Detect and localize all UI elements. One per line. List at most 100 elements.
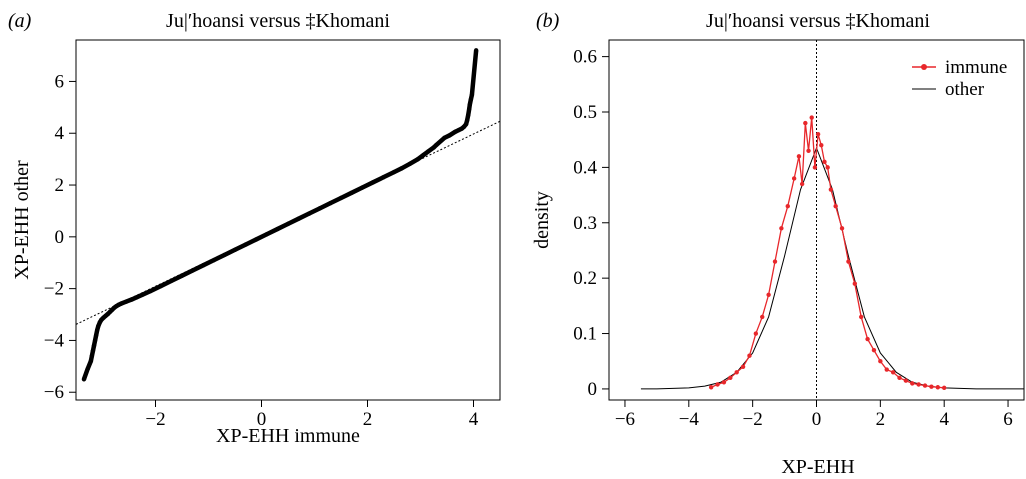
panel-b-point-immune <box>760 314 765 320</box>
panel-a-point <box>190 268 195 273</box>
panel-b-point-immune <box>910 381 915 386</box>
panel-b-point-immune <box>728 375 733 381</box>
panel-a-point <box>124 299 129 304</box>
legend-immune-label: immune <box>945 57 1007 78</box>
panel-a-point <box>89 353 95 359</box>
panel-a-point-band <box>81 50 479 381</box>
panel-b-x-tick-label: −6 <box>615 409 635 430</box>
panel-a-point <box>264 232 269 237</box>
panel-b-y-tick-label: 0.2 <box>573 268 597 289</box>
panel-b-y-tick-label: 0.4 <box>573 157 597 178</box>
panel-b-point-immune <box>819 143 824 148</box>
panel-b-point-immune <box>839 226 845 231</box>
panel-a-title: Ju|′hoansi versus ‡Khomani <box>166 10 390 32</box>
panel-a-ylabel: XP-EHH other <box>11 160 33 280</box>
panel-a-point <box>415 156 421 162</box>
panel-b-point-immune <box>715 382 720 387</box>
panel-a-label: (a) <box>8 10 32 32</box>
panel-b-point-immune <box>753 331 759 336</box>
panel-b-point-immune <box>941 385 947 391</box>
panel-b-point-immune <box>796 154 802 159</box>
panel-a-point <box>469 92 475 98</box>
panel-a-point <box>442 135 447 141</box>
panel-a-point <box>243 242 248 247</box>
panel-a-point <box>275 226 280 232</box>
panel-a-point <box>140 292 145 298</box>
panel-b-x-tick-label: −4 <box>679 409 700 430</box>
panel-a-y-tick-label: 0 <box>55 227 65 248</box>
panel-b-point-immune <box>846 259 851 264</box>
panel-a-point <box>468 97 474 102</box>
panel-b-point-immune <box>806 148 811 153</box>
panel-a-point <box>307 211 312 216</box>
panel-b-xlabel: XP-EHH <box>781 456 854 478</box>
panel-a-y-tick-label: −6 <box>44 382 64 403</box>
panel-a-point <box>85 366 90 372</box>
panel-b-line-immune <box>710 117 945 389</box>
panel-b-point-immune <box>897 375 902 381</box>
panel-b-point-immune <box>815 131 821 137</box>
panel-a-point <box>88 358 94 364</box>
panel-a-point <box>407 161 413 166</box>
panel-a-point <box>447 133 452 138</box>
panel-b-point-immune <box>903 378 909 383</box>
panel-b-point-immune <box>721 380 727 385</box>
panel-a-point <box>473 48 479 53</box>
panel-a-point <box>96 323 101 329</box>
panel-b-legend: immune other <box>912 57 1007 100</box>
panel-b-point-immune <box>772 259 778 264</box>
panel-b-point-immune <box>871 347 877 353</box>
panel-a-point <box>148 289 153 294</box>
panel-b-x-tick-label: −2 <box>743 409 763 430</box>
panel-b-point-immune <box>935 385 941 390</box>
panel-a-point <box>158 283 163 289</box>
panel-a-point <box>349 190 354 196</box>
panel-a-x-tick-label: 2 <box>363 409 373 430</box>
panel-a-x-axis: −2 0 2 4 <box>145 400 479 430</box>
panel-a-point <box>360 185 365 190</box>
panel-a-point <box>169 278 174 284</box>
panel-a-y-axis: −6 −4 −2 0 2 4 6 <box>44 71 76 403</box>
panel-a-point <box>328 200 333 206</box>
panel-b-point-immune <box>740 364 746 369</box>
panel-b-point-immune <box>858 314 864 320</box>
panel-a-plot-frame <box>75 39 501 401</box>
panel-a-point <box>434 142 439 148</box>
panel-a-y-tick-label: 4 <box>55 123 65 144</box>
panel-a-y-tick-label: −4 <box>44 330 65 351</box>
panel-b-point-immune <box>799 181 805 187</box>
panel-b-x-tick-label: 2 <box>876 409 886 430</box>
panel-a: (a) Ju|′hoansi versus ‡Khomani −2 0 2 4 −6−… <box>8 10 501 447</box>
panel-b-point-immune <box>766 292 771 297</box>
panel-b-y-tick-label: 0.6 <box>573 47 597 68</box>
panel-b: (b) Ju|′hoansi versus ‡Khomani −6 −4 −2 0 2 4… <box>531 10 1025 478</box>
panel-b-point-immune <box>779 226 784 231</box>
panel-b-point-immune <box>822 159 827 165</box>
panel-a-x-tick-label: −2 <box>145 409 165 430</box>
panel-a-y-tick-label: −2 <box>44 279 64 300</box>
legend-immune-marker <box>921 64 927 70</box>
panel-b-point-immune <box>734 370 739 375</box>
panel-a-point <box>317 206 322 211</box>
panel-a-point <box>92 338 98 343</box>
panel-a-point <box>452 129 458 135</box>
panel-b-point-immune <box>865 336 870 342</box>
panel-a-point <box>129 297 134 302</box>
panel-b-point-immune <box>916 382 921 387</box>
panel-a-point <box>201 263 206 268</box>
panel-b-point-immune <box>825 165 830 170</box>
panel-a-y-tick-label: 2 <box>55 175 65 196</box>
panel-a-point <box>254 237 259 242</box>
panel-b-point-immune <box>785 203 790 209</box>
panel-a-point <box>466 112 471 118</box>
panel-b-label: (b) <box>536 10 560 32</box>
panel-a-point <box>467 102 472 107</box>
panel-b-y-tick-label: 0.5 <box>573 102 597 123</box>
panel-a-point <box>426 149 431 154</box>
panel-a-point <box>95 327 100 333</box>
panel-a-point <box>118 301 124 306</box>
panel-b-point-immune <box>922 383 928 388</box>
panel-b-x-axis: −6 −4 −2 0 2 4 6 <box>615 400 1013 430</box>
panel-a-point <box>464 118 470 123</box>
